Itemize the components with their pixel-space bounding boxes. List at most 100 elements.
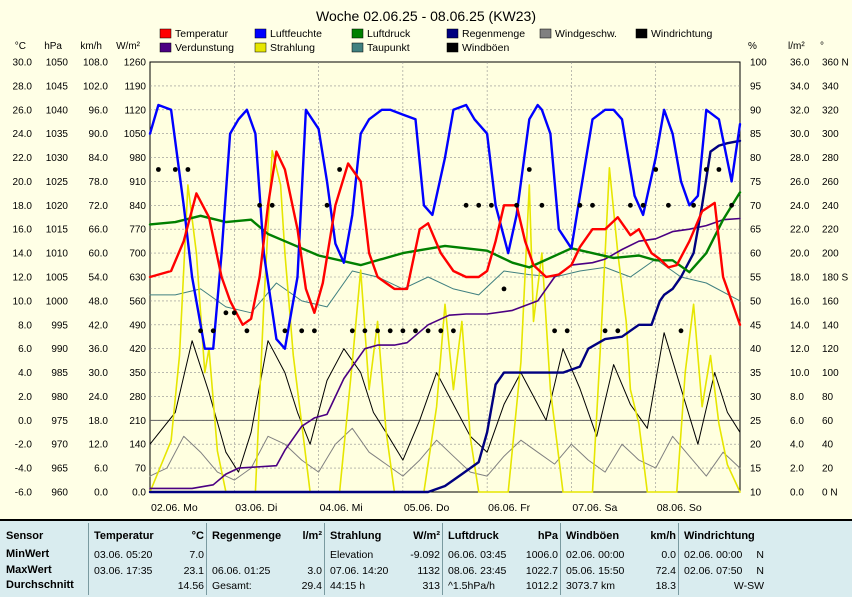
- stat-cell-label: 44:15 h: [330, 580, 366, 592]
- tick-label: -4.0: [15, 464, 33, 475]
- legend-swatch: [351, 42, 364, 53]
- wind-direction-dot: [526, 167, 532, 172]
- tick-label: 18.0: [89, 416, 109, 427]
- wind-direction-dot: [602, 328, 608, 334]
- axis-unit-right: l/m²: [788, 41, 805, 52]
- axis-unit-left: W/m²: [116, 41, 141, 52]
- wind-direction-dot: [678, 328, 684, 334]
- statistics-panel: Sensor MinWert MaxWert Durchschnitt Temperat…: [0, 519, 852, 597]
- stat-row-label: Durchschnitt: [6, 579, 74, 591]
- tick-label: 30.0: [13, 58, 33, 69]
- tick-label: 95: [750, 81, 762, 92]
- wind-direction-dot: [400, 328, 406, 334]
- tick-label: 75: [750, 177, 762, 188]
- tick-label: 1050: [46, 58, 69, 69]
- x-tick-label: 08.06. So: [657, 502, 702, 514]
- tick-label: 70: [135, 464, 147, 475]
- tick-label: 200: [822, 249, 839, 260]
- wind-direction-dot: [198, 328, 204, 334]
- tick-label: 80: [822, 392, 834, 403]
- wind-direction-dot: [425, 328, 431, 334]
- tick-label: 970: [51, 440, 68, 451]
- legend-swatch: [159, 42, 172, 53]
- wind-direction-dot: [451, 328, 456, 334]
- tick-label: 4.0: [790, 440, 804, 451]
- stat-cell-label: 02.06. 07:50: [684, 565, 743, 577]
- tick-label: 24.0: [13, 129, 33, 140]
- tick-label: 40: [750, 344, 762, 355]
- tick-label: 32.0: [790, 105, 810, 116]
- wind-direction-dot: [716, 167, 722, 172]
- x-tick-label: 07.06. Sa: [572, 502, 617, 514]
- tick-label: 50: [750, 296, 762, 307]
- tick-label: 140: [129, 440, 146, 451]
- legend-swatch: [254, 42, 267, 53]
- x-tick-label: 06.06. Fr: [488, 502, 531, 514]
- tick-label: 320: [822, 105, 839, 116]
- tick-label: 4.0: [18, 368, 32, 379]
- tick-label: 45: [750, 320, 762, 331]
- tick-label: 1120: [124, 105, 146, 116]
- tick-label: 108.0: [83, 58, 108, 69]
- legend-label: Verdunstung: [175, 42, 234, 54]
- stat-cell-value: 7.0: [189, 549, 204, 561]
- wind-direction-dot: [231, 310, 237, 316]
- tick-label: 990: [51, 344, 68, 355]
- tick-label: -6.0: [15, 488, 33, 499]
- legend-label: Taupunkt: [367, 42, 410, 54]
- stat-cell-label: 03.06. 05:20: [94, 549, 153, 561]
- tick-label: 54.0: [89, 273, 109, 284]
- wind-direction-dot: [282, 328, 288, 334]
- wind-direction-dot: [244, 328, 250, 334]
- legend: Temperatur Verdunstung Luftfeuchte Strahlun…: [159, 28, 712, 54]
- tick-label: 1005: [46, 273, 69, 284]
- tick-label: 910: [129, 177, 146, 188]
- wind-direction-dot: [691, 202, 696, 208]
- axis-unit-right: °: [820, 41, 824, 52]
- wind-direction-dot: [577, 202, 583, 208]
- tick-label: 14.0: [790, 320, 810, 331]
- stat-cell-label: 03.06. 17:35: [94, 565, 153, 577]
- stat-cell-value: 0.0: [661, 549, 676, 561]
- stat-column-unit: °C: [191, 530, 204, 542]
- wind-direction-dot: [552, 328, 557, 334]
- tick-label: 24.0: [790, 201, 810, 212]
- tick-label: 560: [129, 296, 146, 307]
- stat-column-title: Windböen: [566, 530, 620, 542]
- tick-label: 8.0: [18, 320, 32, 331]
- axis-unit-left: °C: [15, 41, 26, 52]
- tick-label: 340: [822, 81, 839, 92]
- legend-label: Luftfeuchte: [270, 28, 322, 40]
- wind-direction-dot: [590, 202, 595, 208]
- chart-title: Woche 02.06.25 - 08.06.25 (KW23): [316, 8, 536, 24]
- tick-label: 1260: [124, 58, 147, 69]
- tick-label: 1045: [46, 81, 69, 92]
- legend-swatch: [351, 28, 364, 39]
- legend-swatch: [446, 42, 459, 53]
- stat-cell-label: 06.06. 03:45: [448, 549, 507, 561]
- stat-cell-label: 08.06. 23:45: [448, 565, 507, 577]
- stat-column-unit: hPa: [537, 530, 558, 542]
- wind-direction-dot: [312, 328, 317, 334]
- tick-label: 770: [129, 225, 146, 236]
- legend-swatch: [159, 28, 172, 39]
- wind-direction-dot: [337, 167, 342, 172]
- tick-label: 420: [129, 344, 146, 355]
- stat-cell-value: 72.4: [655, 565, 676, 577]
- tick-label: 60: [750, 249, 762, 260]
- tick-label: 12.0: [89, 440, 109, 451]
- tick-label: 30.0: [790, 129, 810, 140]
- column-divider: [324, 523, 325, 595]
- stat-cell-value: W-SW: [733, 580, 764, 592]
- tick-label: 995: [51, 320, 68, 331]
- wind-direction-dot: [257, 202, 262, 208]
- tick-label: 14.0: [13, 249, 33, 260]
- tick-label: 980: [129, 153, 146, 164]
- tick-label: 28.0: [13, 81, 33, 92]
- tick-label: 12.0: [13, 273, 33, 284]
- tick-label: 1030: [46, 153, 69, 164]
- tick-label: 72.0: [89, 201, 109, 212]
- tick-label: 280: [822, 153, 839, 164]
- wind-direction-dot: [653, 167, 659, 172]
- tick-label: 40: [822, 440, 834, 451]
